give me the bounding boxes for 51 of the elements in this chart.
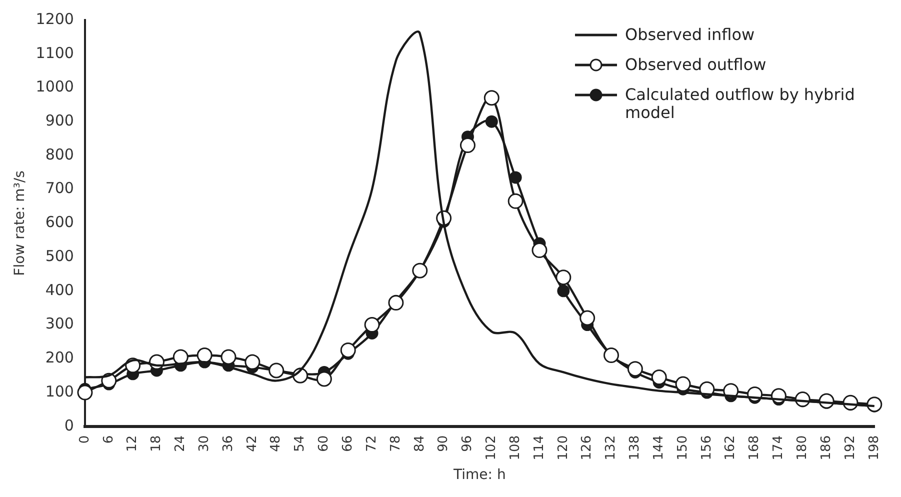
y-tick-label: 1000	[36, 78, 74, 96]
x-tick-label: 84	[412, 435, 428, 452]
y-tick-label: 800	[45, 145, 74, 164]
x-tick-label: 156	[699, 435, 714, 460]
x-tick-label: 78	[388, 435, 404, 452]
x-tick-label: 0	[77, 435, 92, 444]
x-tick-label: 138	[628, 435, 643, 460]
x-tick-label: 126	[580, 435, 595, 460]
x-tick-label: 186	[818, 435, 834, 460]
legend-label: Observed outflow	[625, 55, 768, 74]
x-tick-label: 54	[292, 435, 308, 452]
x-tick-label: 12	[125, 435, 140, 452]
x-tick-label: 132	[604, 435, 619, 460]
x-tick-label: 72	[364, 435, 380, 452]
x-tick-label: 48	[268, 435, 284, 452]
x-tick-label: 180	[795, 435, 810, 460]
x-tick-label: 150	[675, 435, 690, 460]
x-tick-label: 114	[532, 435, 547, 460]
x-tick-label: 120	[556, 435, 571, 460]
x-tick-label: 96	[460, 435, 476, 452]
x-tick-label: 144	[651, 435, 666, 460]
x-tick-label: 108	[508, 435, 523, 460]
y-tick-label: 1200	[36, 10, 74, 28]
x-tick-label: 6	[101, 435, 116, 444]
y-tick-label: 700	[45, 179, 74, 198]
x-tick-label: 102	[484, 435, 500, 460]
x-axis-title: Time: h	[452, 467, 506, 484]
legend-label: Calculated outflow by hybrid model	[625, 85, 855, 122]
y-tick-label: 300	[45, 314, 74, 333]
x-tick-label: 36	[220, 435, 236, 452]
x-tick-label: 24	[173, 435, 188, 452]
x-tick-label: 18	[149, 435, 164, 452]
y-tick-label: 200	[45, 348, 74, 367]
x-tick-label: 162	[723, 435, 738, 460]
x-tick-label: 66	[340, 435, 356, 452]
x-tick-label: 30	[196, 435, 212, 452]
legend-label: Observed inflow	[625, 25, 756, 44]
x-tick-label: 42	[244, 435, 260, 452]
x-tick-label: 174	[771, 435, 786, 460]
x-tick-label: 90	[436, 435, 452, 452]
x-tick-label: 60	[316, 435, 332, 452]
x-tick-label: 192	[842, 435, 858, 460]
y-tick-label: 400	[45, 280, 74, 299]
y-tick-label: 1100	[36, 44, 74, 62]
y-tick-label: 100	[45, 382, 74, 400]
y-tick-label: 900	[45, 111, 74, 130]
x-tick-label: 198	[866, 435, 882, 460]
y-tick-label: 500	[45, 246, 74, 265]
x-tick-label: 168	[747, 435, 762, 460]
y-axis-title: Flow rate: m³/s	[12, 170, 28, 276]
y-tick-label: 600	[45, 213, 74, 232]
